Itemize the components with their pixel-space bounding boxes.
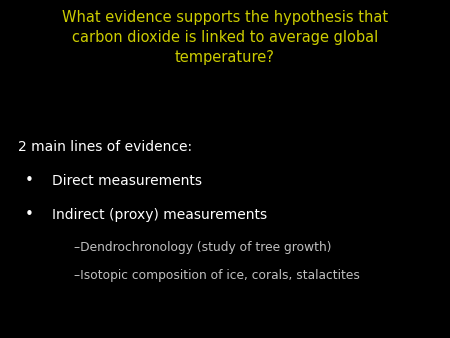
Text: •: • [25, 173, 34, 188]
Text: Direct measurements: Direct measurements [52, 174, 202, 188]
Text: •: • [25, 207, 34, 222]
Text: Indirect (proxy) measurements: Indirect (proxy) measurements [52, 208, 267, 222]
Text: 2 main lines of evidence:: 2 main lines of evidence: [18, 140, 192, 154]
Text: –Dendrochronology (study of tree growth): –Dendrochronology (study of tree growth) [74, 241, 332, 254]
Text: –Isotopic composition of ice, corals, stalactites: –Isotopic composition of ice, corals, st… [74, 269, 360, 282]
Text: What evidence supports the hypothesis that
carbon dioxide is linked to average g: What evidence supports the hypothesis th… [62, 10, 388, 65]
